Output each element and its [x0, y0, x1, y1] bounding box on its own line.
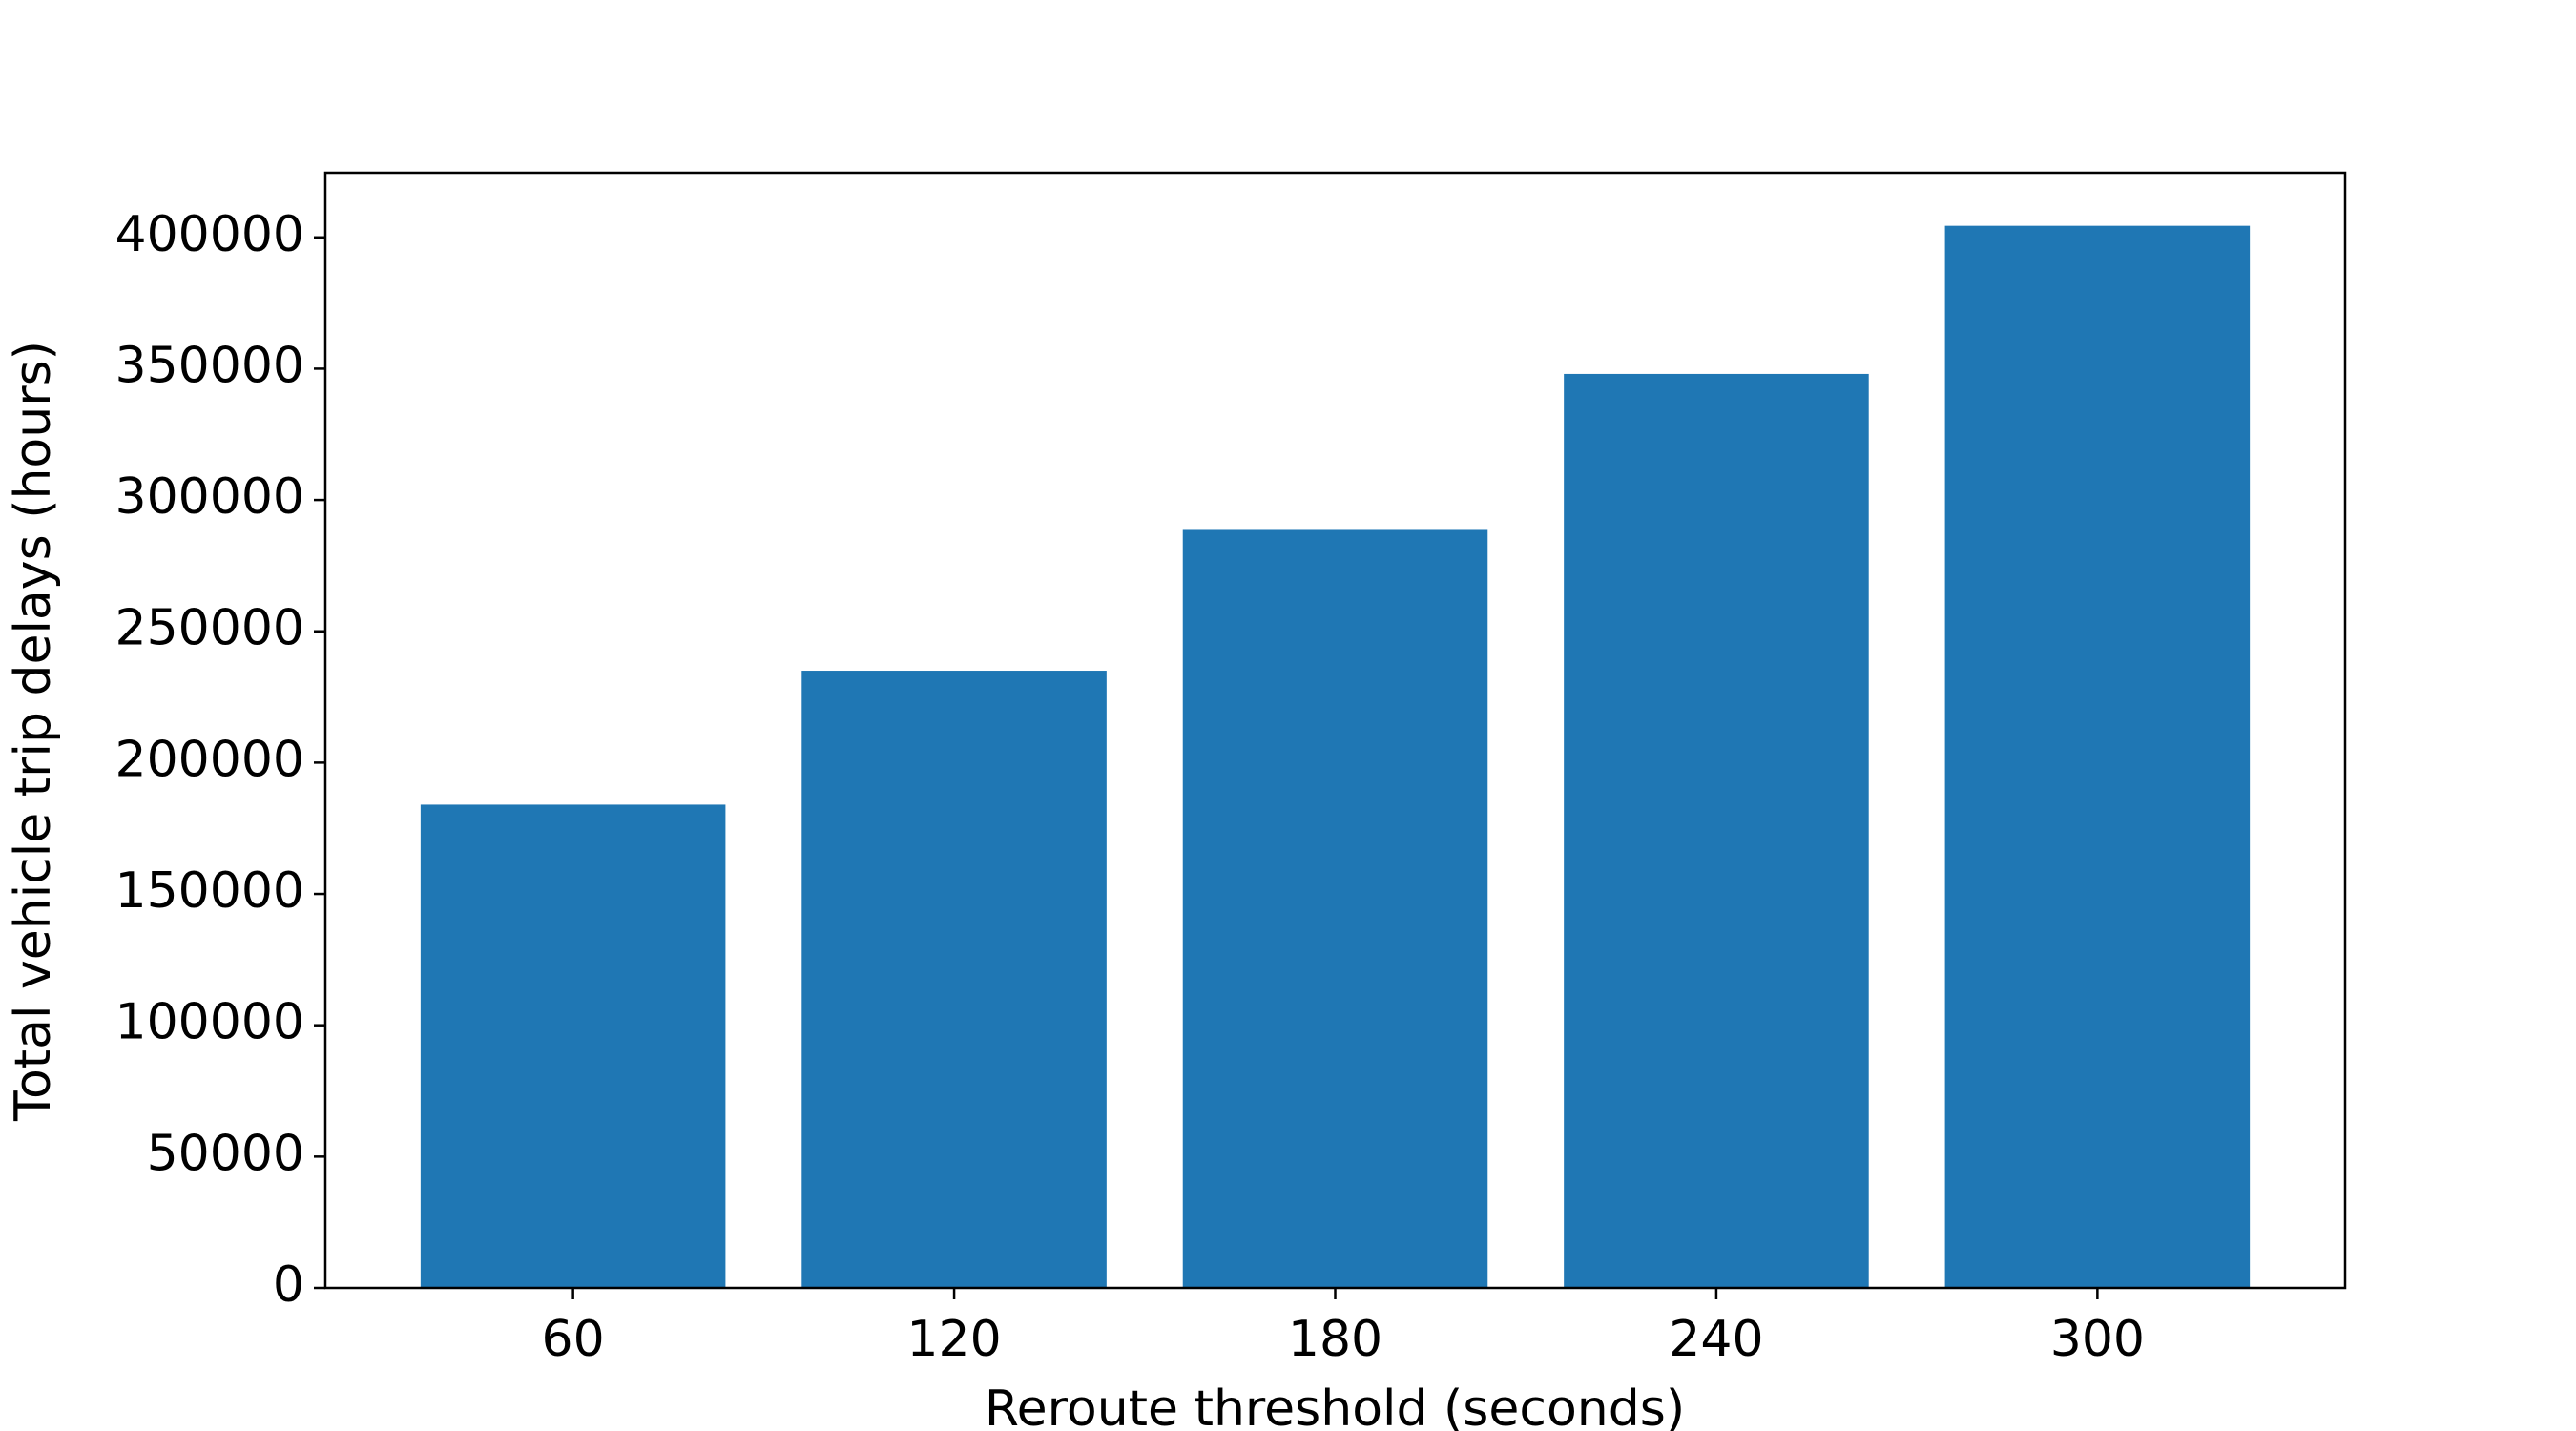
bar [1944, 225, 2251, 1289]
y-tick-label: 50000 [147, 1125, 304, 1182]
y-tick-label: 200000 [114, 731, 304, 788]
y-tick-label: 0 [273, 1256, 304, 1314]
y-tick-label: 300000 [114, 468, 304, 526]
x-axis-label: Reroute threshold (seconds) [985, 1380, 1685, 1431]
bar [1564, 373, 1869, 1288]
x-tick-label: 300 [2050, 1311, 2145, 1368]
bar [420, 804, 726, 1288]
y-tick-label: 250000 [114, 600, 304, 657]
x-tick-label: 120 [906, 1311, 1001, 1368]
x-tick-label: 60 [542, 1311, 605, 1368]
bar [801, 671, 1107, 1288]
y-tick-label: 100000 [114, 994, 304, 1051]
x-tick-label: 180 [1288, 1311, 1382, 1368]
y-tick-label: 400000 [114, 206, 304, 263]
y-axis-label: Total vehicle trip delays (hours) [5, 341, 62, 1122]
plot-frame [323, 171, 2347, 1290]
y-tick-label: 350000 [114, 337, 304, 394]
x-tick-label: 240 [1669, 1311, 1763, 1368]
y-tick-label: 150000 [114, 862, 304, 920]
bar [1182, 529, 1488, 1288]
